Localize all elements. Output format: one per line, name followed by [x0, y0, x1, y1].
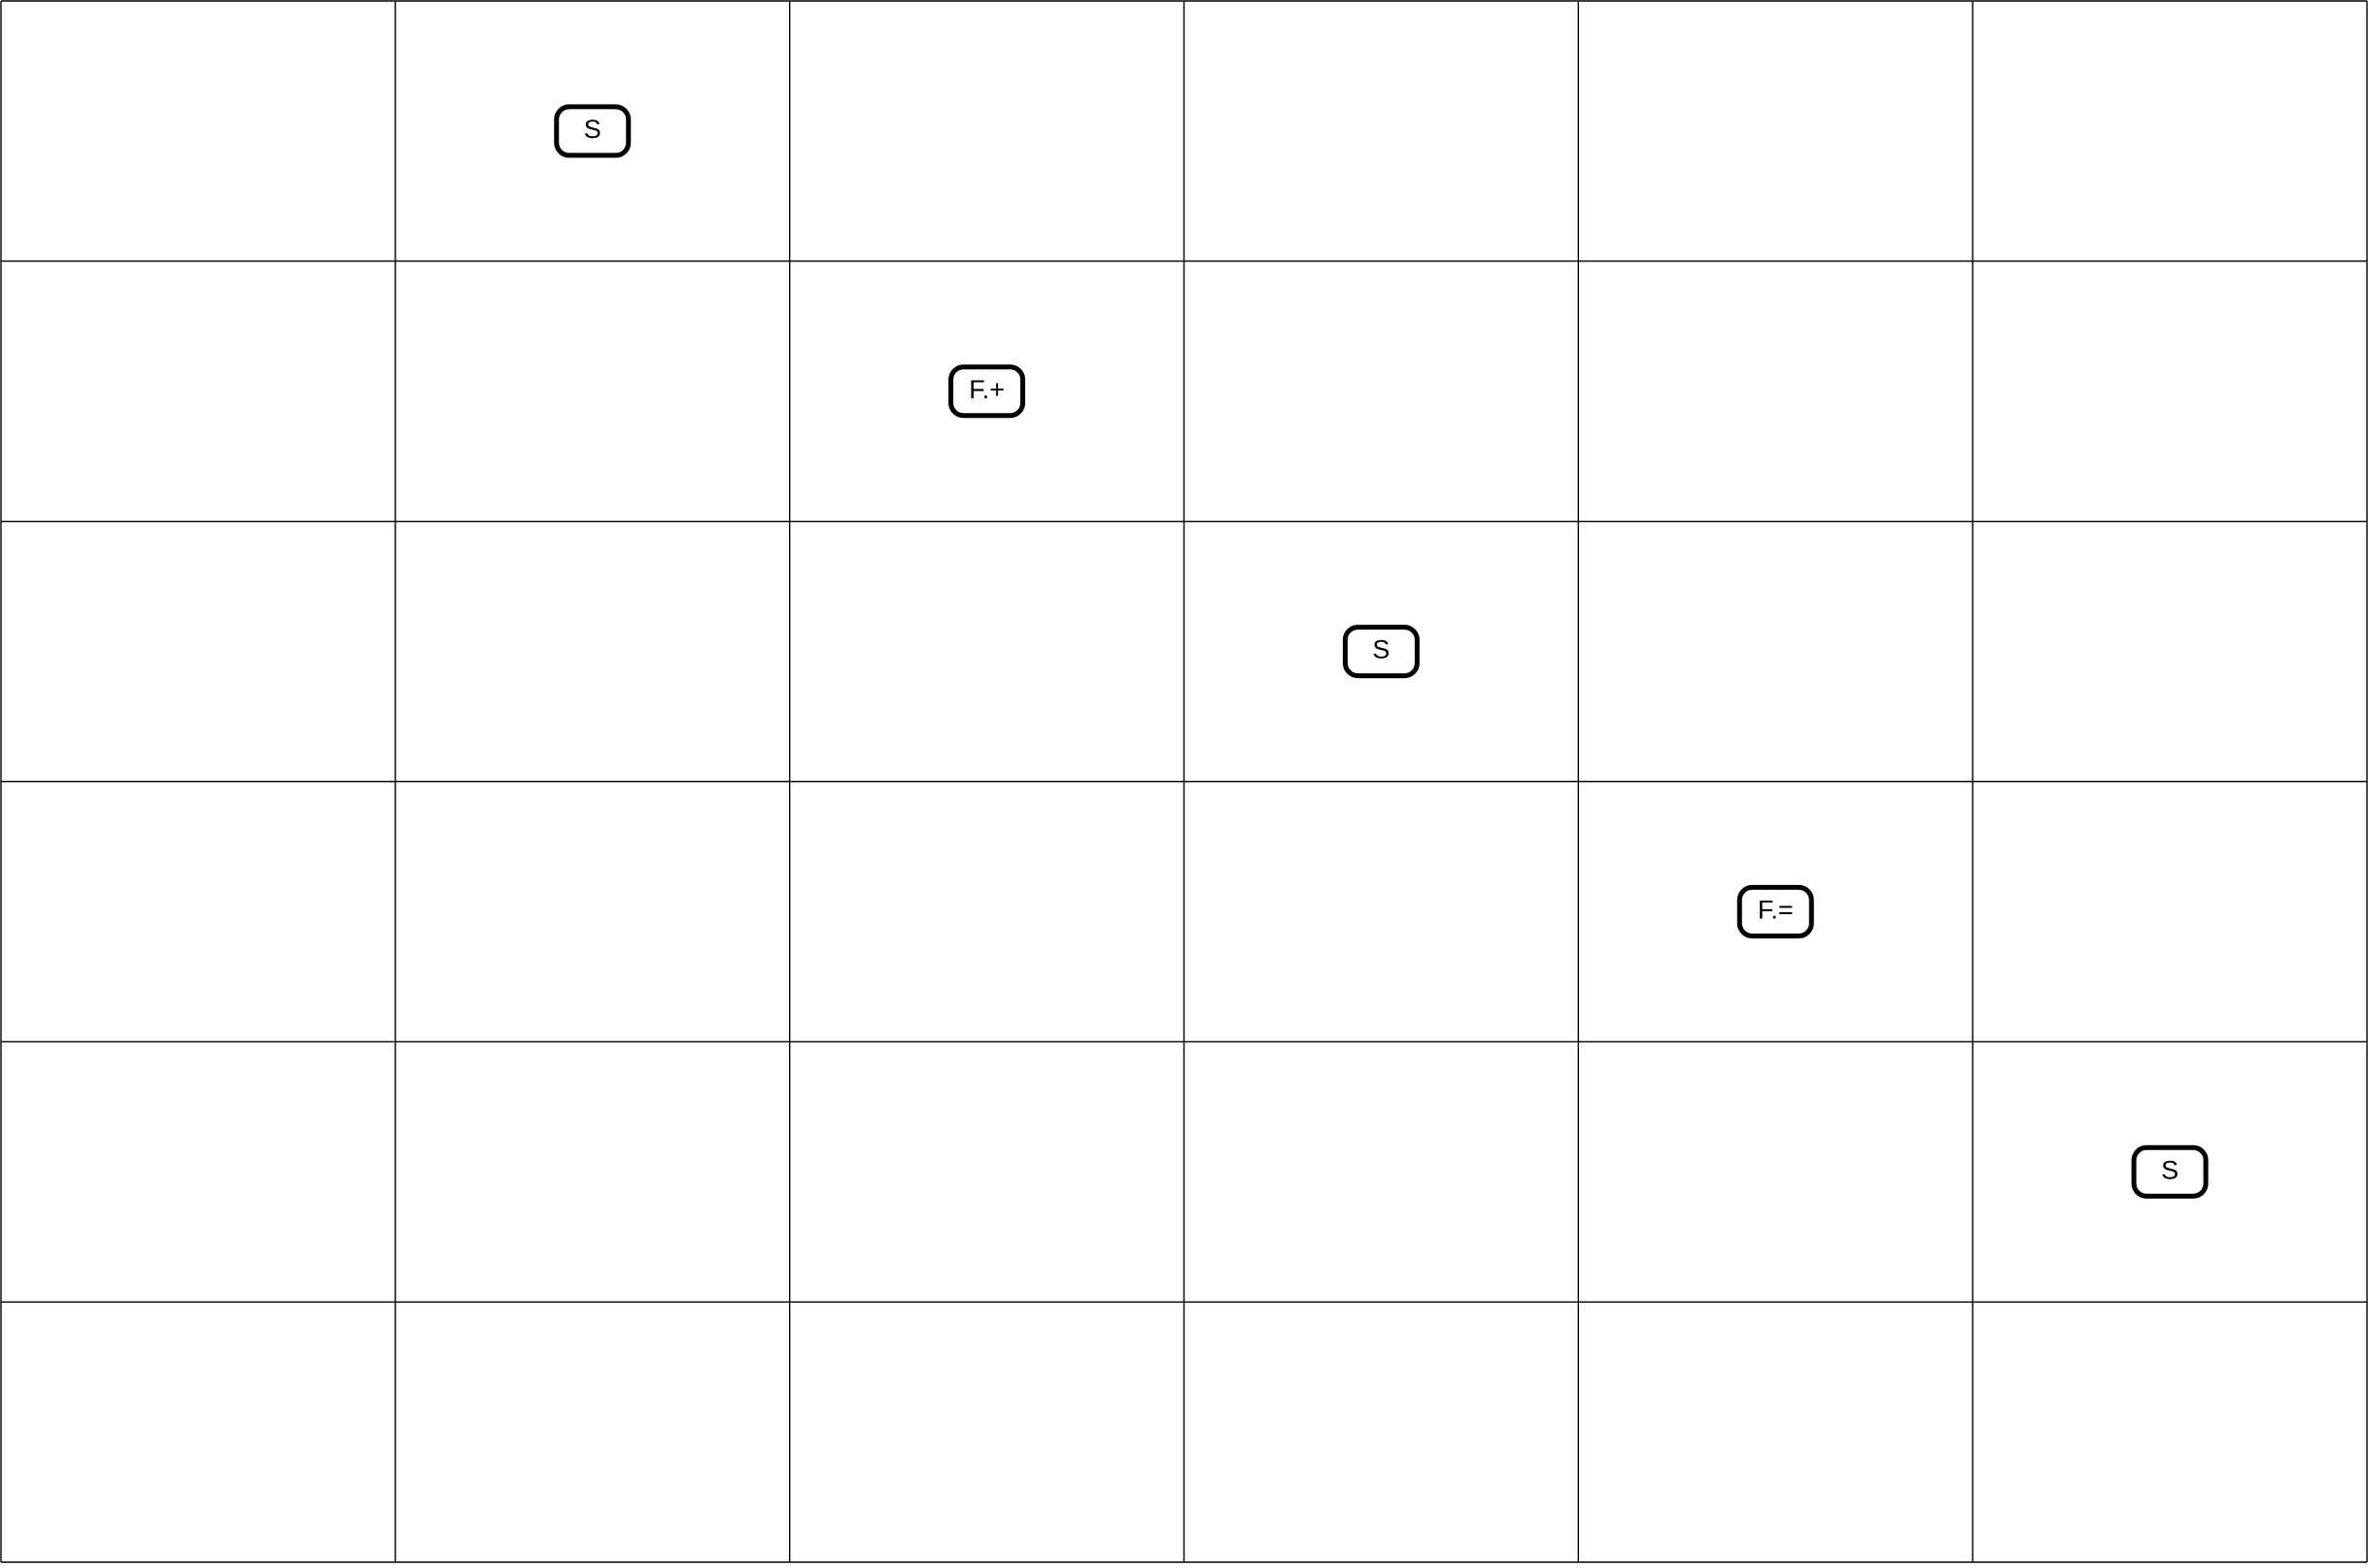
node-box [554, 104, 632, 158]
node-5: S [2131, 1144, 2209, 1199]
diagram-nodes: S F.+ S F.= S [554, 104, 2209, 1199]
node-1: S [554, 104, 632, 158]
node-label: F.+ [969, 375, 1005, 404]
node-box [1736, 884, 1814, 938]
node-3: S [1342, 625, 1420, 679]
node-2: F.+ [948, 364, 1026, 419]
node-label: S [2161, 1155, 2179, 1184]
node-box [1342, 625, 1420, 679]
node-label: S [1372, 635, 1390, 665]
node-box [2131, 1144, 2209, 1199]
node-label: F.= [1758, 895, 1794, 924]
node-label: S [584, 115, 601, 144]
node-4: F.= [1736, 884, 1814, 938]
node-box [948, 364, 1026, 419]
